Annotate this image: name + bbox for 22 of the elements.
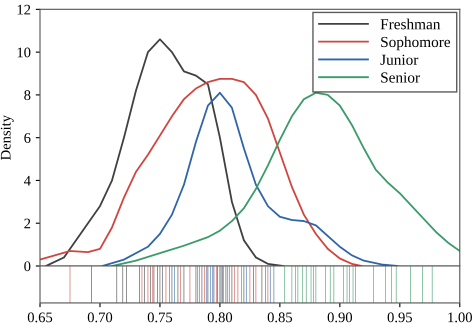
y-tick-label: 10 bbox=[18, 48, 30, 58]
y-tick-label: 0 bbox=[24, 261, 30, 272]
legend-label: Junior bbox=[380, 54, 418, 65]
line-series bbox=[111, 92, 460, 266]
y-tick-label: 2 bbox=[24, 218, 30, 228]
y-tick-label: 8 bbox=[24, 90, 30, 100]
x-tick-label: 0.80 bbox=[208, 312, 232, 322]
legend-label: Freshman bbox=[380, 18, 440, 30]
x-tick-label: 0.65 bbox=[28, 312, 52, 322]
line-series bbox=[40, 78, 362, 266]
legend-label: Senior bbox=[381, 72, 420, 83]
x-tick-label: 0.70 bbox=[88, 312, 112, 322]
y-axis-title: Density bbox=[0, 115, 14, 160]
legend-label: Sophomore bbox=[381, 36, 450, 50]
x-tick-label: 0.75 bbox=[148, 312, 172, 322]
x-tick-label: 0.85 bbox=[268, 312, 292, 322]
x-tick-label: 1.00 bbox=[448, 312, 472, 322]
y-tick-label: 4 bbox=[24, 176, 31, 186]
y-tick-label: 6 bbox=[24, 133, 31, 143]
x-tick-label: 0.90 bbox=[328, 312, 352, 322]
y-tick-label: 12 bbox=[18, 4, 30, 14]
x-tick-label: 0.95 bbox=[388, 312, 412, 322]
